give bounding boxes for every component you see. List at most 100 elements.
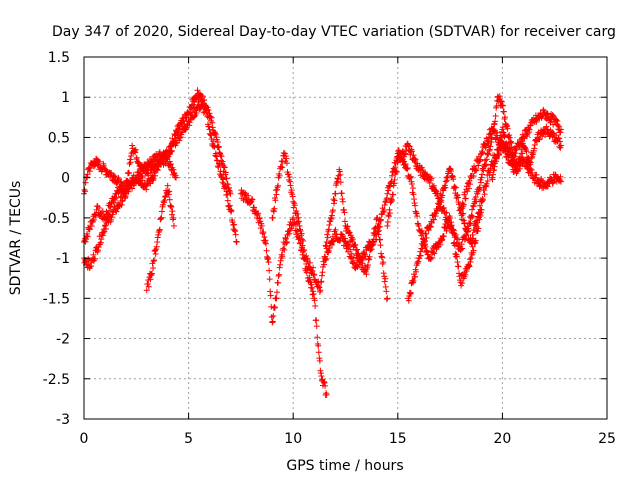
data-point [417, 252, 424, 259]
data-point [310, 264, 317, 271]
data-point [384, 295, 391, 302]
y-tick-label: 0 [61, 171, 70, 187]
data-point [166, 196, 173, 203]
data-series [269, 149, 391, 303]
data-point [317, 279, 324, 286]
data-point [469, 213, 476, 220]
data-point [82, 188, 89, 195]
data-point [477, 156, 484, 163]
data-point [96, 158, 103, 165]
data-point [200, 109, 207, 116]
data-point [127, 156, 134, 163]
data-point [408, 148, 415, 155]
data-point [291, 202, 298, 209]
data-point [322, 242, 329, 249]
data-point [147, 180, 154, 187]
data-point [245, 192, 252, 199]
data-point [325, 226, 332, 233]
data-point [392, 167, 399, 174]
data-point [315, 342, 322, 349]
data-point [430, 182, 437, 189]
data-point [412, 202, 419, 209]
data-point [289, 193, 296, 200]
data-point [411, 155, 418, 162]
data-point [108, 216, 115, 223]
data-point [464, 223, 471, 230]
data-point [454, 236, 461, 243]
data-point [409, 185, 416, 192]
data-point [329, 207, 336, 214]
data-point [197, 106, 204, 113]
data-point [273, 191, 280, 198]
data-point [156, 148, 163, 155]
data-point [275, 182, 282, 189]
data-point [295, 218, 302, 225]
data-point [162, 193, 169, 200]
data-point [240, 197, 247, 204]
data-point [556, 177, 563, 184]
data-point [311, 271, 318, 278]
data-point [154, 234, 161, 241]
data-point [276, 264, 283, 271]
data-point [522, 146, 529, 153]
data-point [362, 253, 369, 260]
data-point [113, 208, 120, 215]
data-point [150, 258, 157, 265]
data-point [324, 231, 331, 238]
data-point [499, 102, 506, 109]
data-point [434, 190, 441, 197]
data-point [158, 208, 165, 215]
data-point [283, 160, 290, 167]
data-point [108, 214, 115, 221]
plot-frame [83, 56, 608, 420]
data-point [308, 281, 315, 288]
data-point [182, 126, 189, 133]
data-point [527, 159, 534, 166]
data-point [144, 163, 151, 170]
data-point [556, 143, 563, 150]
data-point [193, 110, 200, 117]
data-point [277, 261, 284, 268]
data-point [269, 319, 276, 326]
data-point [88, 222, 95, 229]
data-point [485, 150, 492, 157]
data-point [452, 231, 459, 238]
data-point [486, 146, 493, 153]
data-point [290, 198, 297, 205]
data-point [168, 211, 175, 218]
data-point [333, 180, 340, 187]
data-point [492, 118, 499, 125]
data-point [169, 208, 176, 215]
data-point [151, 257, 158, 264]
data-point [466, 181, 473, 188]
data-point [470, 173, 477, 180]
data-point [154, 166, 161, 173]
data-point [499, 102, 506, 109]
data-point [313, 317, 320, 324]
data-point [486, 147, 493, 154]
data-point [102, 225, 109, 232]
data-point [294, 219, 301, 226]
data-point [363, 271, 370, 278]
data-point [450, 227, 457, 234]
data-point [201, 97, 208, 104]
data-point [296, 226, 303, 233]
data-point [437, 241, 444, 248]
data-point [221, 163, 228, 170]
data-point [410, 152, 417, 159]
data-point [255, 210, 262, 217]
data-point [226, 202, 233, 209]
data-point [339, 196, 346, 203]
data-point [496, 93, 503, 100]
data-point [316, 357, 323, 364]
data-point [411, 200, 418, 207]
data-point [151, 170, 158, 177]
data-point [186, 119, 193, 126]
data-point [377, 242, 384, 249]
data-point [280, 149, 287, 156]
data-point [248, 196, 255, 203]
data-point [500, 108, 507, 115]
data-point [555, 135, 562, 142]
data-point [341, 235, 348, 242]
data-point [460, 201, 467, 208]
